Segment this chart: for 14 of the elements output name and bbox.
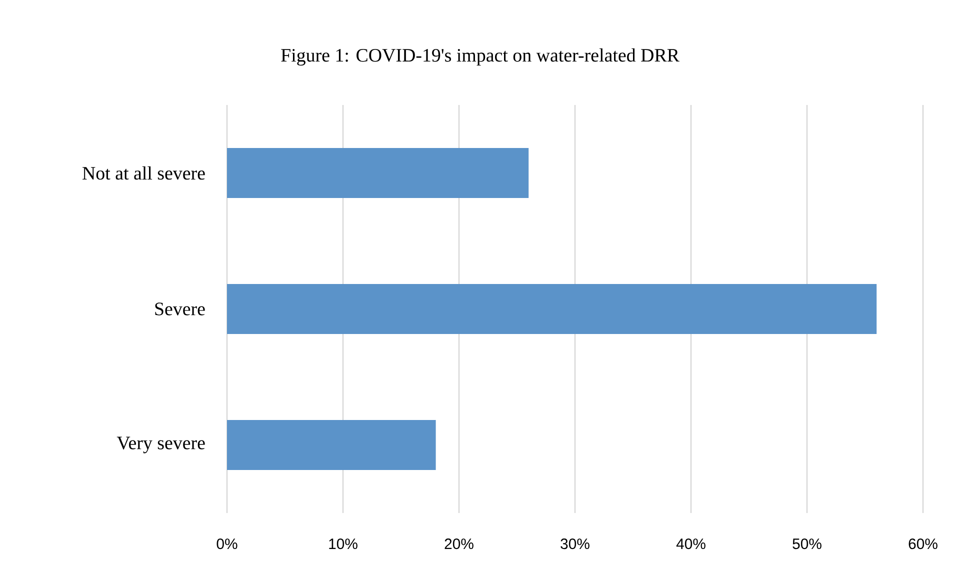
- bar: [227, 284, 877, 334]
- y-tick-label: Not at all severe: [82, 166, 205, 180]
- chart-title: Figure 1: COVID-19's impact on water-related DRR: [281, 48, 680, 66]
- x-tick-label: 40%: [676, 538, 706, 550]
- x-tick-label: 0%: [216, 538, 238, 550]
- x-tick-label: 20%: [444, 538, 474, 550]
- x-tick-label: 30%: [560, 538, 590, 550]
- bar: [227, 420, 436, 470]
- y-tick-label: Very severe: [116, 436, 205, 454]
- x-tick-label: 10%: [329, 538, 358, 550]
- bar: [227, 148, 529, 198]
- y-tick-label: Severe: [155, 302, 205, 316]
- x-tick-label: 60%: [908, 538, 938, 550]
- x-tick-label: 50%: [792, 538, 822, 550]
